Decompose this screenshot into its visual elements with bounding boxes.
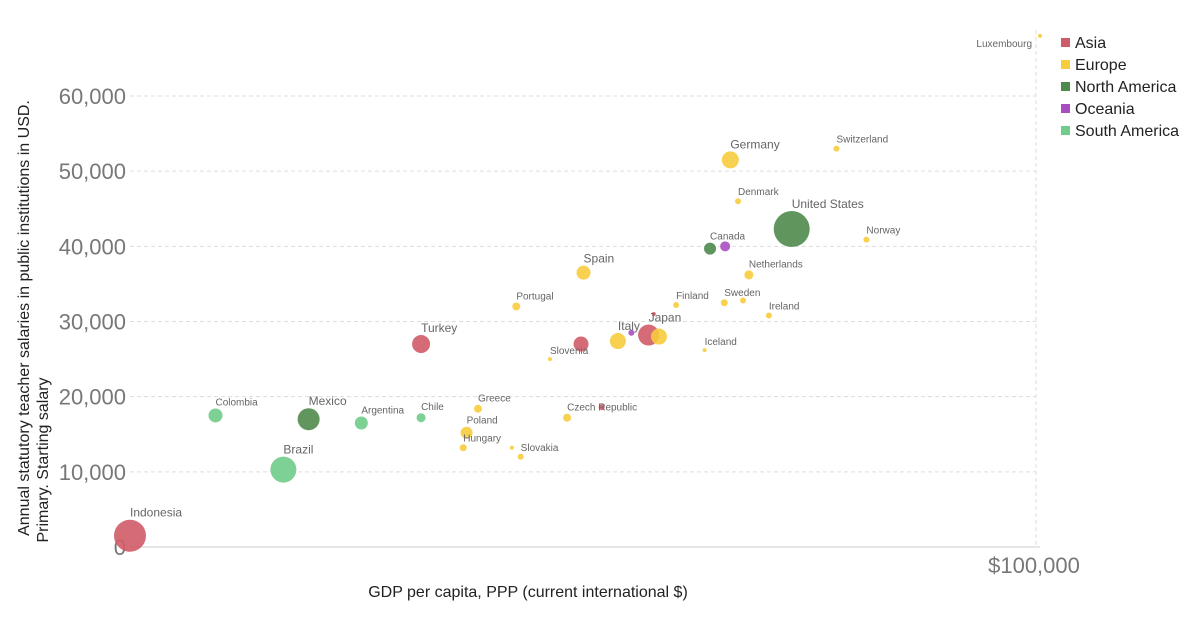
data-point [598, 404, 605, 411]
legend-label-north-america: North America [1075, 79, 1176, 96]
point-label-sweden: Sweden [724, 288, 760, 299]
point-label-portugal: Portugal [516, 291, 553, 302]
data-point-portugal [512, 302, 521, 311]
point-label-united-states: United States [792, 197, 864, 211]
data-point-argentina [354, 416, 368, 430]
point-label-hungary: Hungary [463, 433, 501, 444]
point-label-spain: Spain [584, 252, 615, 266]
point-label-japan: Japan [649, 311, 682, 325]
point-label-iceland: Iceland [705, 337, 737, 348]
data-point-indonesia [114, 519, 146, 552]
point-label-argentina: Argentina [361, 405, 404, 416]
data-point-italy [609, 333, 626, 350]
legend-label-oceania: Oceania [1075, 101, 1135, 118]
data-point-norway [863, 236, 870, 243]
data-point-netherlands [744, 270, 754, 280]
x-axis-label: GDP per capita, PPP (current internation… [368, 584, 688, 601]
data-point-mexico [297, 408, 320, 431]
data-point-czech-republic [563, 413, 572, 422]
point-label-denmark: Denmark [738, 187, 780, 198]
legend-swatch-asia [1061, 38, 1070, 47]
data-point-slovakia [517, 453, 524, 460]
point-label-finland: Finland [676, 291, 709, 302]
y-tick-label: 50,000 [59, 159, 126, 184]
data-point-hungary [459, 444, 467, 452]
point-label-colombia: Colombia [215, 397, 258, 408]
point-label-brazil: Brazil [283, 443, 313, 457]
axes: 010,00020,00030,00040,00050,00060,000$10… [59, 84, 1080, 578]
data-point-denmark [735, 198, 742, 205]
legend-swatch-oceania [1061, 104, 1070, 113]
point-label-chile: Chile [421, 402, 444, 413]
y-tick-label: 30,000 [59, 310, 126, 335]
data-point [628, 329, 635, 336]
y-tick-label: 10,000 [59, 460, 126, 485]
data-point-iceland [702, 348, 707, 353]
point-labels: Indonesia Colombia Brazil Mexico Argentina Ch… [130, 39, 1032, 520]
data-point-canada [704, 242, 717, 255]
legend-label-europe: Europe [1075, 57, 1127, 74]
data-point-spain [576, 265, 591, 280]
data-point [650, 328, 667, 345]
point-label-norway: Norway [866, 226, 900, 237]
point-label-czech-republic: Czech Republic [567, 403, 637, 414]
data-point-germany [721, 151, 739, 169]
y-tick-label: 40,000 [59, 234, 126, 259]
data-point-colombia [208, 408, 223, 423]
data-point-turkey [412, 335, 431, 354]
data-point [720, 241, 731, 252]
gridlines [130, 30, 1037, 547]
data-point [573, 336, 589, 352]
legend-label-south-america: South America [1075, 123, 1179, 140]
point-label-italy: Italy [618, 319, 640, 333]
data-point [740, 297, 747, 304]
y-axis-label-line-2: Primary. Starting salary [35, 377, 52, 542]
data-point-greece [473, 404, 482, 413]
point-label-indonesia: Indonesia [130, 506, 182, 520]
legend-swatch-north-america [1061, 82, 1070, 91]
data-point-poland [460, 426, 473, 439]
data-points [114, 33, 1043, 552]
x-tick-label: $100,000 [988, 553, 1080, 578]
data-point-chile [416, 413, 426, 423]
data-point-ireland [765, 312, 772, 319]
legend: Asia Europe North America Oceania South Amer… [1061, 35, 1179, 140]
data-point-luxembourg [1038, 33, 1043, 38]
data-point-slovenia [547, 357, 552, 362]
data-point-sweden [720, 299, 728, 307]
point-label-switzerland: Switzerland [836, 135, 888, 146]
y-tick-label: 20,000 [59, 385, 126, 410]
legend-swatch-south-america [1061, 126, 1070, 135]
data-point-finland [673, 301, 680, 308]
point-label-canada: Canada [710, 232, 745, 243]
data-point [509, 445, 514, 450]
legend-label-asia: Asia [1075, 35, 1106, 52]
point-label-ireland: Ireland [769, 301, 800, 312]
y-tick-label: 60,000 [59, 84, 126, 109]
point-label-slovenia: Slovenia [550, 346, 589, 357]
data-point-switzerland [833, 145, 840, 152]
y-axis-label-line-1: Annual statutory teacher salaries in pub… [16, 100, 33, 536]
point-label-poland: Poland [467, 416, 498, 427]
data-point [651, 311, 656, 316]
legend-swatch-europe [1061, 60, 1070, 69]
point-label-netherlands: Netherlands [749, 259, 803, 270]
point-label-slovakia: Slovakia [521, 443, 559, 454]
point-label-greece: Greece [478, 394, 511, 405]
point-label-germany: Germany [730, 137, 779, 151]
point-label-mexico: Mexico [309, 394, 347, 408]
data-point-united-states [773, 211, 810, 248]
point-label-luxembourg: Luxembourg [976, 39, 1032, 50]
point-label-turkey: Turkey [421, 321, 457, 335]
data-point-brazil [270, 456, 297, 483]
